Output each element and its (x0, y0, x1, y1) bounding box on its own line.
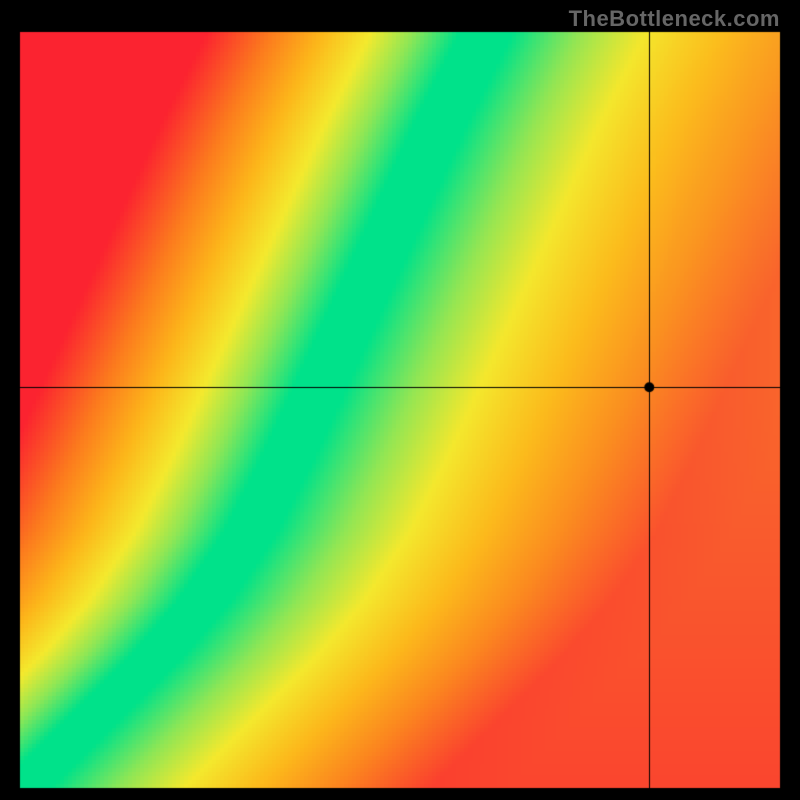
bottleneck-heatmap (0, 0, 800, 800)
watermark-text: TheBottleneck.com (569, 6, 780, 32)
